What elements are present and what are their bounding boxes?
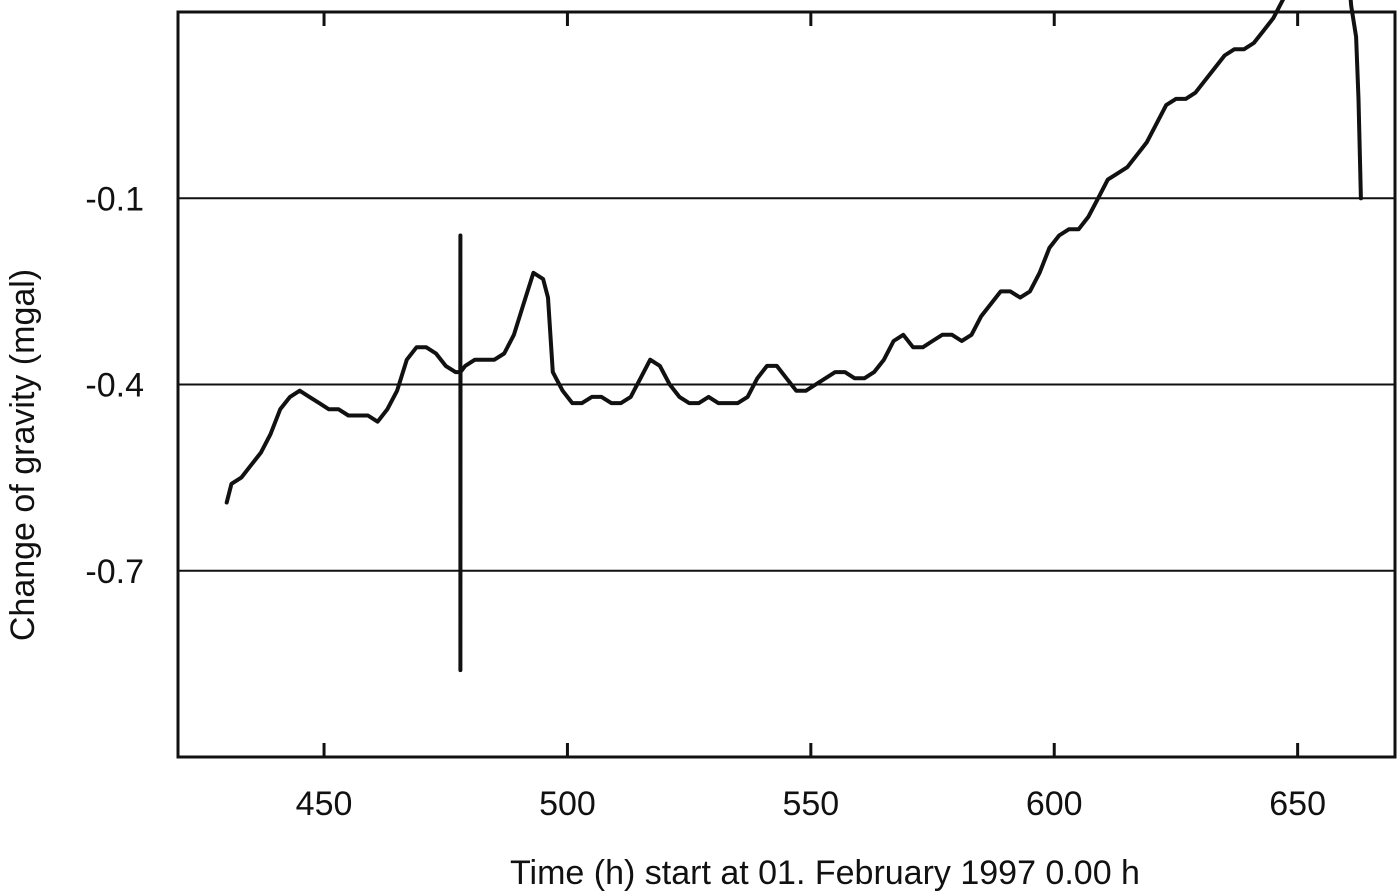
plot-frame [176,10,1397,759]
x-tick-label: 650 [1269,785,1326,823]
tick-labels: -0.1 -0.4 -0.7 450 500 550 600 650 [85,180,1326,823]
x-axis-title: Time (h) start at 01. February 1997 0.00… [510,854,1140,892]
y-tick-label: -0.7 [85,553,144,591]
axis-ticks [322,12,1300,757]
grid-lines [178,197,1395,572]
x-tick-label: 450 [296,785,353,823]
series-group [224,0,1363,673]
series-line [224,0,1363,673]
x-tick-label: 500 [539,785,596,823]
y-axis-title: Change of gravity (mgal) [4,269,42,641]
x-tick-label: 600 [1026,785,1083,823]
x-tick-label: 550 [782,785,839,823]
y-tick-label: -0.4 [85,367,144,405]
y-tick-label: -0.1 [85,180,144,218]
